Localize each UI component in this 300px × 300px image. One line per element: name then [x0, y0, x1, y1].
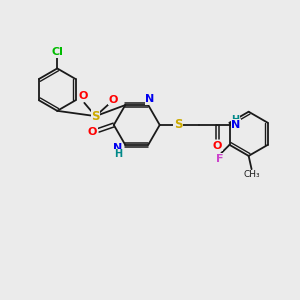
Text: H: H: [232, 115, 240, 125]
Text: O: O: [213, 141, 222, 151]
Text: O: O: [108, 94, 118, 105]
Text: O: O: [78, 92, 88, 101]
Text: S: S: [174, 118, 182, 131]
Text: F: F: [216, 154, 224, 164]
Text: CH₃: CH₃: [244, 169, 260, 178]
Text: S: S: [91, 110, 100, 123]
Text: N: N: [145, 94, 154, 104]
Text: O: O: [88, 127, 97, 137]
Text: N: N: [113, 143, 122, 153]
Text: H: H: [114, 149, 122, 159]
Text: N: N: [231, 120, 240, 130]
Text: Cl: Cl: [51, 47, 63, 57]
